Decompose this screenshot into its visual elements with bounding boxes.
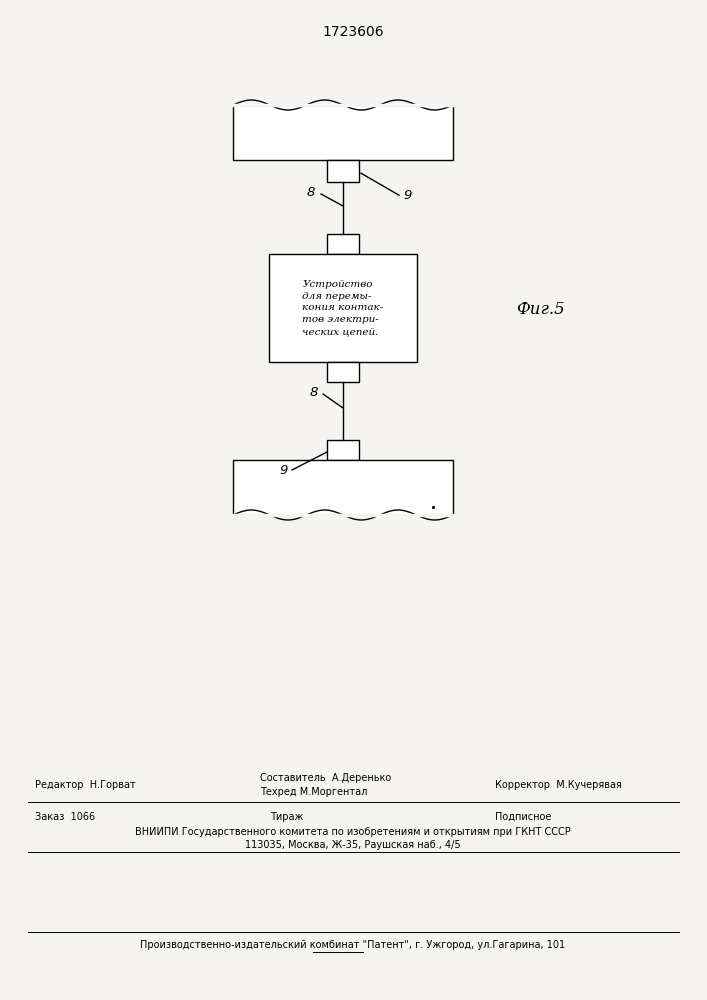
- Bar: [233, 105, 453, 160]
- Text: Устройство
для перемы-
кония контак-
тов электри-
ческих цепей.: Устройство для перемы- кония контак- тов…: [303, 280, 384, 336]
- Text: Редактор  Н.Горват: Редактор Н.Горват: [35, 780, 136, 790]
- Text: 113035, Москва, Ж-35, Раушская наб., 4/5: 113035, Москва, Ж-35, Раушская наб., 4/5: [245, 840, 461, 850]
- Bar: [327, 160, 359, 182]
- Bar: [327, 362, 359, 382]
- Text: 8: 8: [307, 186, 315, 200]
- Text: ВНИИПИ Государственного комитета по изобретениям и открытиям при ГКНТ СССР: ВНИИПИ Государственного комитета по изоб…: [135, 827, 571, 837]
- Text: 1723606: 1723606: [322, 25, 384, 39]
- Text: Тираж: Тираж: [270, 812, 303, 822]
- Text: 8: 8: [310, 386, 318, 399]
- Text: 9: 9: [280, 464, 288, 477]
- Bar: [327, 440, 359, 460]
- Bar: [327, 234, 359, 254]
- Text: 9: 9: [403, 189, 411, 202]
- Text: Подписное: Подписное: [495, 812, 551, 822]
- Text: Техред М.Моргентал: Техред М.Моргентал: [260, 787, 368, 797]
- Bar: [233, 460, 453, 515]
- Bar: [269, 254, 417, 362]
- Text: Заказ  1066: Заказ 1066: [35, 812, 95, 822]
- Text: Корректор  М.Кучерявая: Корректор М.Кучерявая: [495, 780, 622, 790]
- Text: Составитель  А.Деренько: Составитель А.Деренько: [260, 773, 391, 783]
- Text: Производственно-издательский комбинат "Патент", г. Ужгород, ул.Гагарина, 101: Производственно-издательский комбинат "П…: [141, 940, 566, 950]
- Text: Фиг.5: Фиг.5: [515, 302, 564, 318]
